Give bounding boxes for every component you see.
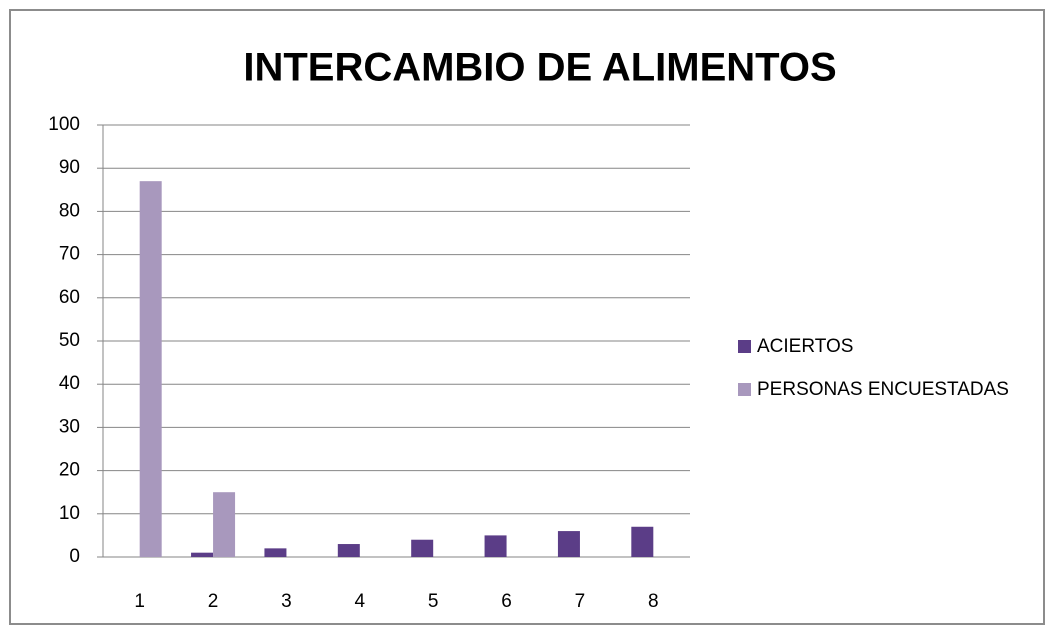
x-tick-label: 2 [208,591,219,612]
legend-label: ACIERTOS [757,336,853,357]
y-tick-label: 100 [48,114,80,135]
x-tick-label: 7 [575,591,586,612]
y-tick-label: 70 [59,244,80,265]
x-tick-label: 8 [648,591,659,612]
y-tick-label: 40 [59,373,80,394]
y-tick-label: 20 [59,460,80,481]
bar [139,181,162,557]
y-tick-label: 50 [59,330,80,351]
legend-label: PERSONAS ENCUESTADAS [757,379,1009,400]
bar [264,548,287,557]
y-tick-label: 90 [59,157,80,178]
y-tick-label: 60 [59,287,80,308]
bar [557,531,580,557]
bar [191,552,214,557]
x-tick-label: 3 [281,591,292,612]
legend-swatch [738,383,751,396]
bar [411,539,434,557]
x-tick-label: 5 [428,591,439,612]
chart-frame [9,9,1045,625]
x-tick-label: 1 [134,591,145,612]
bar [213,492,236,557]
bar [484,535,507,557]
bar [337,544,360,557]
bar [631,526,654,557]
chart-title: INTERCAMBIO DE ALIMENTOS [243,46,836,90]
x-tick-label: 4 [355,591,366,612]
y-tick-label: 30 [59,416,80,437]
x-tick-label: 6 [501,591,512,612]
y-tick-label: 10 [59,503,80,524]
y-tick-label: 0 [69,546,80,567]
legend-swatch [738,340,751,353]
y-tick-label: 80 [59,200,80,221]
